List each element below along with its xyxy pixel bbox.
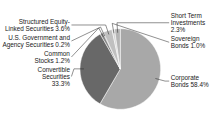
slice-label-line: 2.3% — [171, 26, 186, 33]
pie-slice — [112, 29, 120, 69]
slice-label-line: 33.3% — [52, 80, 70, 87]
slice-label: Structured Equity-Linked Securities 3.6% — [5, 18, 70, 32]
leader-line — [71, 27, 104, 41]
slice-label-line: Short Term — [171, 12, 202, 19]
slice-label-line: Stocks 1.2% — [34, 57, 70, 64]
slice-label: SovereignBonds 1.0% — [171, 35, 206, 49]
slice-label-line: Convertible — [38, 66, 71, 73]
slice-label-line: U.S. Government and — [8, 34, 70, 41]
labels: CorporateBonds 58.4% ConvertibleSecuritie… — [2, 12, 209, 88]
slice-label-line: Linked Securities 3.6% — [5, 25, 70, 32]
leader-line — [71, 28, 103, 57]
leader-line — [71, 25, 108, 35]
leader-line — [112, 23, 169, 42]
leader-lines — [71, 23, 169, 81]
slice-label: Short TermInvestments2.3% — [171, 12, 205, 33]
pie-slice — [103, 30, 120, 69]
pie — [80, 29, 161, 110]
chart: CorporateBonds 58.4% ConvertibleSecuritie… — [0, 0, 211, 138]
slice-label: ConvertibleSecurities33.3% — [38, 66, 71, 87]
slice-label-line: Bonds 1.0% — [171, 42, 206, 49]
slice-label-line: Common — [44, 50, 70, 57]
leader-line — [155, 78, 169, 81]
slice-label-line: Agency Securities 0.2% — [2, 41, 70, 49]
slice-label: CommonStocks 1.2% — [34, 50, 70, 64]
leader-line — [71, 69, 84, 77]
leader-line — [117, 23, 169, 33]
slice-label: U.S. Government andAgency Securities 0.2… — [2, 34, 70, 49]
slice-label-line: Investments — [171, 19, 205, 26]
slice-label: CorporateBonds 58.4% — [171, 74, 209, 88]
slice-label-line: Bonds 58.4% — [171, 81, 209, 88]
slice-label-line: Securities — [42, 73, 70, 80]
pie-slice — [114, 29, 120, 69]
